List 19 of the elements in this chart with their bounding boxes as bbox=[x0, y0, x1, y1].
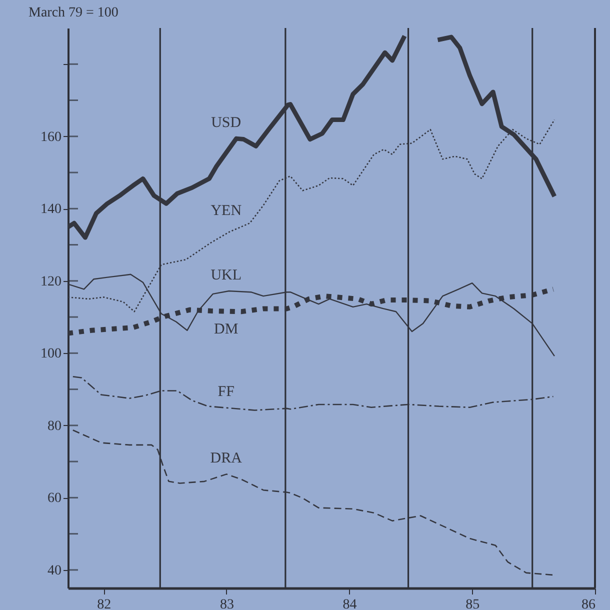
y-tick-label: 160 bbox=[40, 130, 62, 145]
y-tick-label: 140 bbox=[40, 202, 62, 218]
x-tick-label: 86 bbox=[582, 598, 596, 610]
x-tick-label: 83 bbox=[220, 598, 234, 610]
y-tick-label: 100 bbox=[40, 346, 62, 362]
x-tick-label: 82 bbox=[97, 598, 112, 610]
y-tick-label: 80 bbox=[48, 418, 62, 434]
series-label: FF bbox=[218, 384, 234, 400]
series-label: USD bbox=[211, 114, 242, 131]
series-label: DM bbox=[214, 321, 238, 338]
y-tick-label: 120 bbox=[40, 274, 62, 290]
y-axis-title: March 79 = 100 bbox=[28, 6, 118, 20]
series-label: UKL bbox=[210, 268, 242, 284]
series-label: YEN bbox=[210, 202, 242, 219]
x-tick-label: 85 bbox=[466, 598, 480, 610]
x-tick-label: 84 bbox=[342, 598, 357, 610]
y-tick-label: 40 bbox=[48, 563, 62, 578]
y-tick-label: 60 bbox=[48, 491, 62, 506]
series-label: DRA bbox=[210, 450, 242, 466]
